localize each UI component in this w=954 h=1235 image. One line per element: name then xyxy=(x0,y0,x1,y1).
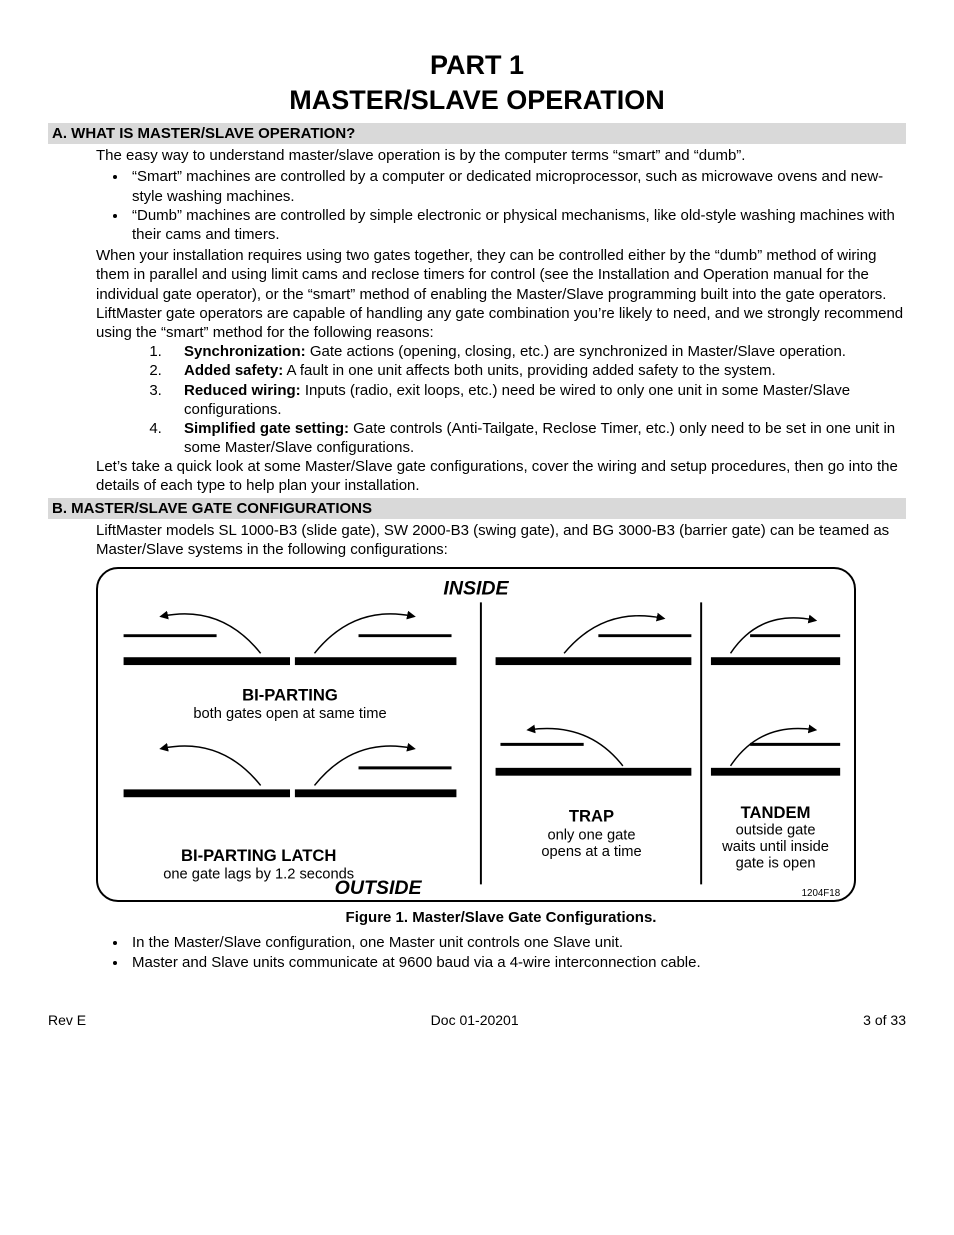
section-a-bullets: “Smart” machines are controlled by a com… xyxy=(96,167,906,244)
bullet-item: “Dumb” machines are controlled by simple… xyxy=(128,206,906,244)
num-head: Reduced wiring: xyxy=(184,382,301,399)
section-a-body: The easy way to understand master/slave … xyxy=(48,146,906,495)
fig-tandem-sub1: outside gate xyxy=(736,823,816,839)
fig-latch-sub: one gate lags by 1.2 seconds xyxy=(163,867,354,883)
fig-biparting-sub: both gates open at same time xyxy=(193,706,386,722)
fig-tandem-sub2: waits until inside xyxy=(721,839,829,855)
bullet-item: Master and Slave units communicate at 96… xyxy=(128,953,906,972)
num-tail: A fault in one unit affects both units, … xyxy=(283,362,776,379)
page-footer: Rev E Doc 01-20201 3 of 33 xyxy=(48,1012,906,1030)
title-part: PART 1 xyxy=(48,48,906,83)
num-head: Synchronization: xyxy=(184,343,306,360)
number-item: Reduced wiring: Inputs (radio, exit loop… xyxy=(166,381,906,419)
section-b-intro: LiftMaster models SL 1000-B3 (slide gate… xyxy=(96,521,906,559)
section-a-intro: The easy way to understand master/slave … xyxy=(96,146,906,165)
fig-trap-sub2: opens at a time xyxy=(541,844,641,860)
section-b-heading: B. MASTER/SLAVE GATE CONFIGURATIONS xyxy=(48,498,906,519)
footer-right: 3 of 33 xyxy=(863,1012,906,1030)
section-a-p3: Let’s take a quick look at some Master/S… xyxy=(96,457,906,495)
num-tail: Gate actions (opening, closing, etc.) ar… xyxy=(306,343,846,360)
fig-inside-label: INSIDE xyxy=(443,578,509,600)
footer-center: Doc 01-20201 xyxy=(431,1012,519,1030)
num-head: Added safety: xyxy=(184,362,283,379)
section-a-numbers: Synchronization: Gate actions (opening, … xyxy=(96,342,906,457)
section-a-p1: When your installation requires using tw… xyxy=(96,246,906,304)
fig-trap-sub1: only one gate xyxy=(547,828,635,844)
section-a-heading: A. WHAT IS MASTER/SLAVE OPERATION? xyxy=(48,123,906,144)
figure-svg: INSIDE OUTSIDE 1204F18 BI-PARTING both g… xyxy=(104,575,848,898)
fig-biparting-title: BI-PARTING xyxy=(242,686,338,705)
fig-latch-title: BI-PARTING LATCH xyxy=(181,846,336,865)
bullet-item: In the Master/Slave configuration, one M… xyxy=(128,933,906,952)
figure-1: INSIDE OUTSIDE 1204F18 BI-PARTING both g… xyxy=(96,567,856,902)
figure-1-caption: Figure 1. Master/Slave Gate Configuratio… xyxy=(96,908,906,927)
section-a-p2: LiftMaster gate operators are capable of… xyxy=(96,304,906,342)
footer-left: Rev E xyxy=(48,1012,86,1030)
bullet-item: “Smart” machines are controlled by a com… xyxy=(128,167,906,205)
section-b-post-bullets: In the Master/Slave configuration, one M… xyxy=(96,933,906,971)
page-title-block: PART 1 MASTER/SLAVE OPERATION xyxy=(48,48,906,117)
number-item: Simplified gate setting: Gate controls (… xyxy=(166,419,906,457)
fig-tandem-sub3: gate is open xyxy=(736,856,816,872)
number-item: Synchronization: Gate actions (opening, … xyxy=(166,342,906,361)
fig-ref: 1204F18 xyxy=(802,888,841,898)
section-b-body: LiftMaster models SL 1000-B3 (slide gate… xyxy=(48,521,906,972)
title-sub: MASTER/SLAVE OPERATION xyxy=(48,83,906,118)
num-head: Simplified gate setting: xyxy=(184,420,349,437)
number-item: Added safety: A fault in one unit affect… xyxy=(166,361,906,380)
fig-tandem-title: TANDEM xyxy=(741,803,811,822)
fig-trap-title: TRAP xyxy=(569,807,614,826)
